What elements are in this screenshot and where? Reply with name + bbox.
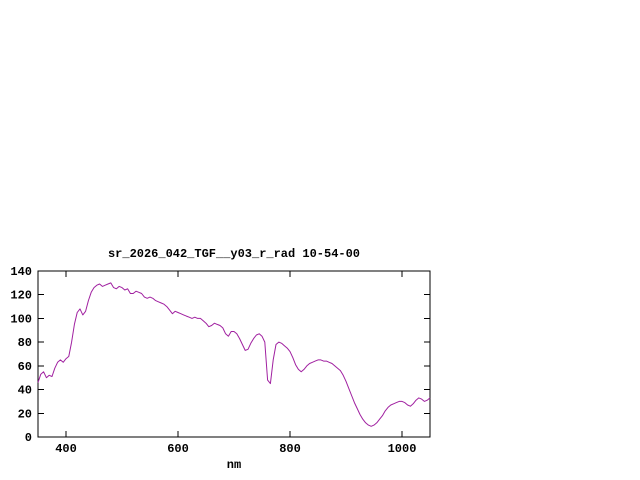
y-tick-label: 80 (18, 336, 32, 350)
data-series-line (37, 282, 431, 427)
y-tick-label: 120 (10, 289, 32, 303)
chart-title: sr_2026_042_TGF__y03_r_rad 10-54-00 (107, 247, 361, 261)
y-tick-label: 20 (18, 407, 32, 421)
plot-border (37, 270, 431, 438)
x-tick-label: 600 (167, 442, 189, 456)
y-tick-label: 100 (10, 312, 32, 326)
y-tick-label: 0 (25, 431, 32, 445)
x-tick-label: 800 (279, 442, 301, 456)
x-tick-label: 400 (55, 442, 77, 456)
y-tick-label: 140 (10, 265, 32, 279)
x-axis-label: nm (226, 458, 242, 472)
y-tick-label: 40 (18, 384, 32, 398)
x-tick-label: 1000 (388, 442, 417, 456)
y-tick-label: 60 (18, 360, 32, 374)
